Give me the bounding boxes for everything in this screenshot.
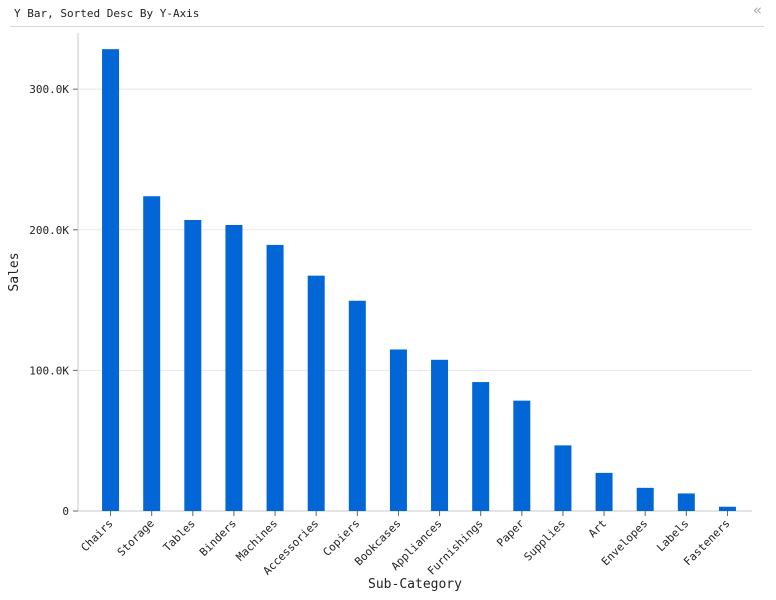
bar-labels — [677, 493, 695, 511]
bar-bookcases — [389, 349, 407, 511]
bar-storage — [143, 196, 161, 511]
bar-envelopes — [636, 487, 654, 511]
x-tick-label: Storage — [115, 517, 157, 559]
bars — [102, 49, 736, 512]
x-axis-title: Sub-Category — [368, 577, 462, 592]
x-tick-label: Binders — [197, 517, 239, 559]
bar-binders — [225, 224, 243, 511]
x-tick-label: Tables — [161, 517, 198, 554]
chart-title: Y Bar, Sorted Desc By Y-Axis — [14, 7, 200, 20]
double-chevron-left-icon[interactable]: « — [752, 1, 762, 19]
bar-fasteners — [718, 506, 736, 511]
bar-paper — [513, 400, 531, 511]
bar-tables — [184, 219, 202, 511]
bar-accessories — [307, 275, 325, 511]
bar-furnishings — [472, 382, 490, 511]
grid-lines — [78, 88, 752, 371]
y-tick-label: 300.0K — [29, 83, 69, 96]
x-tick-label: Art — [586, 517, 609, 540]
bar-appliances — [431, 359, 449, 511]
bar-machines — [266, 244, 284, 511]
x-tick-label: Supplies — [521, 517, 568, 564]
y-tick-label: 0 — [62, 505, 69, 518]
chart-header: Y Bar, Sorted Desc By Y-Axis « — [10, 0, 764, 27]
x-tick-label: Chairs — [78, 517, 115, 554]
y-tick-label: 100.0K — [29, 364, 69, 377]
bar-chairs — [102, 49, 120, 512]
bar-copiers — [348, 300, 366, 511]
y-axis-title: Sales — [7, 252, 22, 291]
tick-labels: 0 100.0K 200.0K 300.0K Chairs Storage Tables Bi… — [29, 83, 732, 577]
bar-supplies — [554, 445, 572, 511]
axes — [73, 33, 752, 516]
bar-art — [595, 472, 613, 511]
x-tick-label: Copiers — [320, 517, 362, 559]
x-tick-label: Paper — [494, 517, 527, 550]
x-tick-label: Labels — [654, 517, 691, 554]
y-tick-label: 200.0K — [29, 224, 69, 237]
